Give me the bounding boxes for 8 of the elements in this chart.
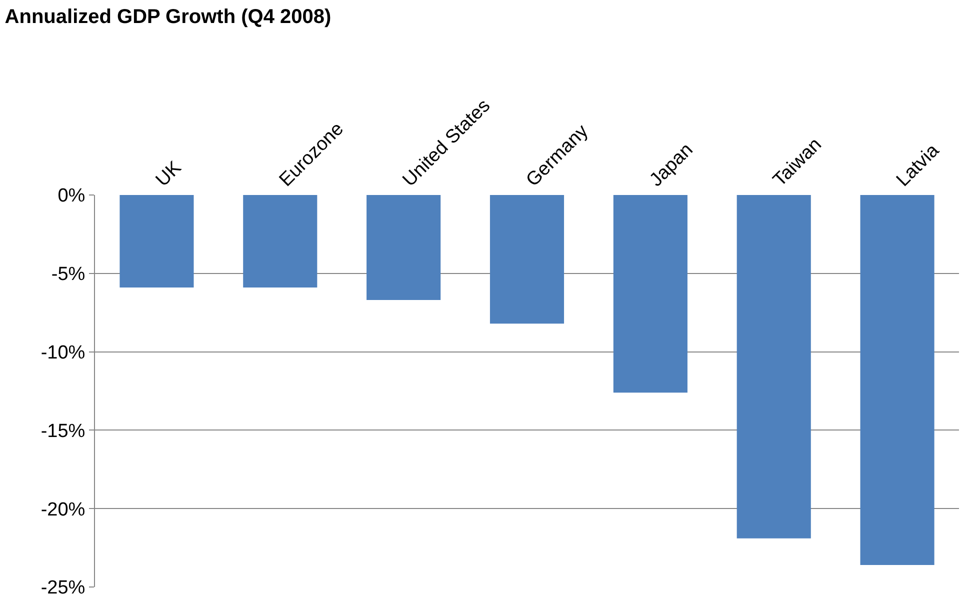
chart-title: Annualized GDP Growth (Q4 2008) [4, 6, 332, 28]
y-tick-label: -10% [40, 342, 86, 364]
y-tick-label: -20% [40, 499, 86, 520]
y-tick-label: 0% [58, 186, 86, 207]
y-tick-label: -25% [40, 578, 86, 599]
y-tick-label: -15% [40, 420, 86, 442]
y-tick-label: -5% [51, 264, 86, 286]
x-tick-label: UK [152, 157, 186, 191]
